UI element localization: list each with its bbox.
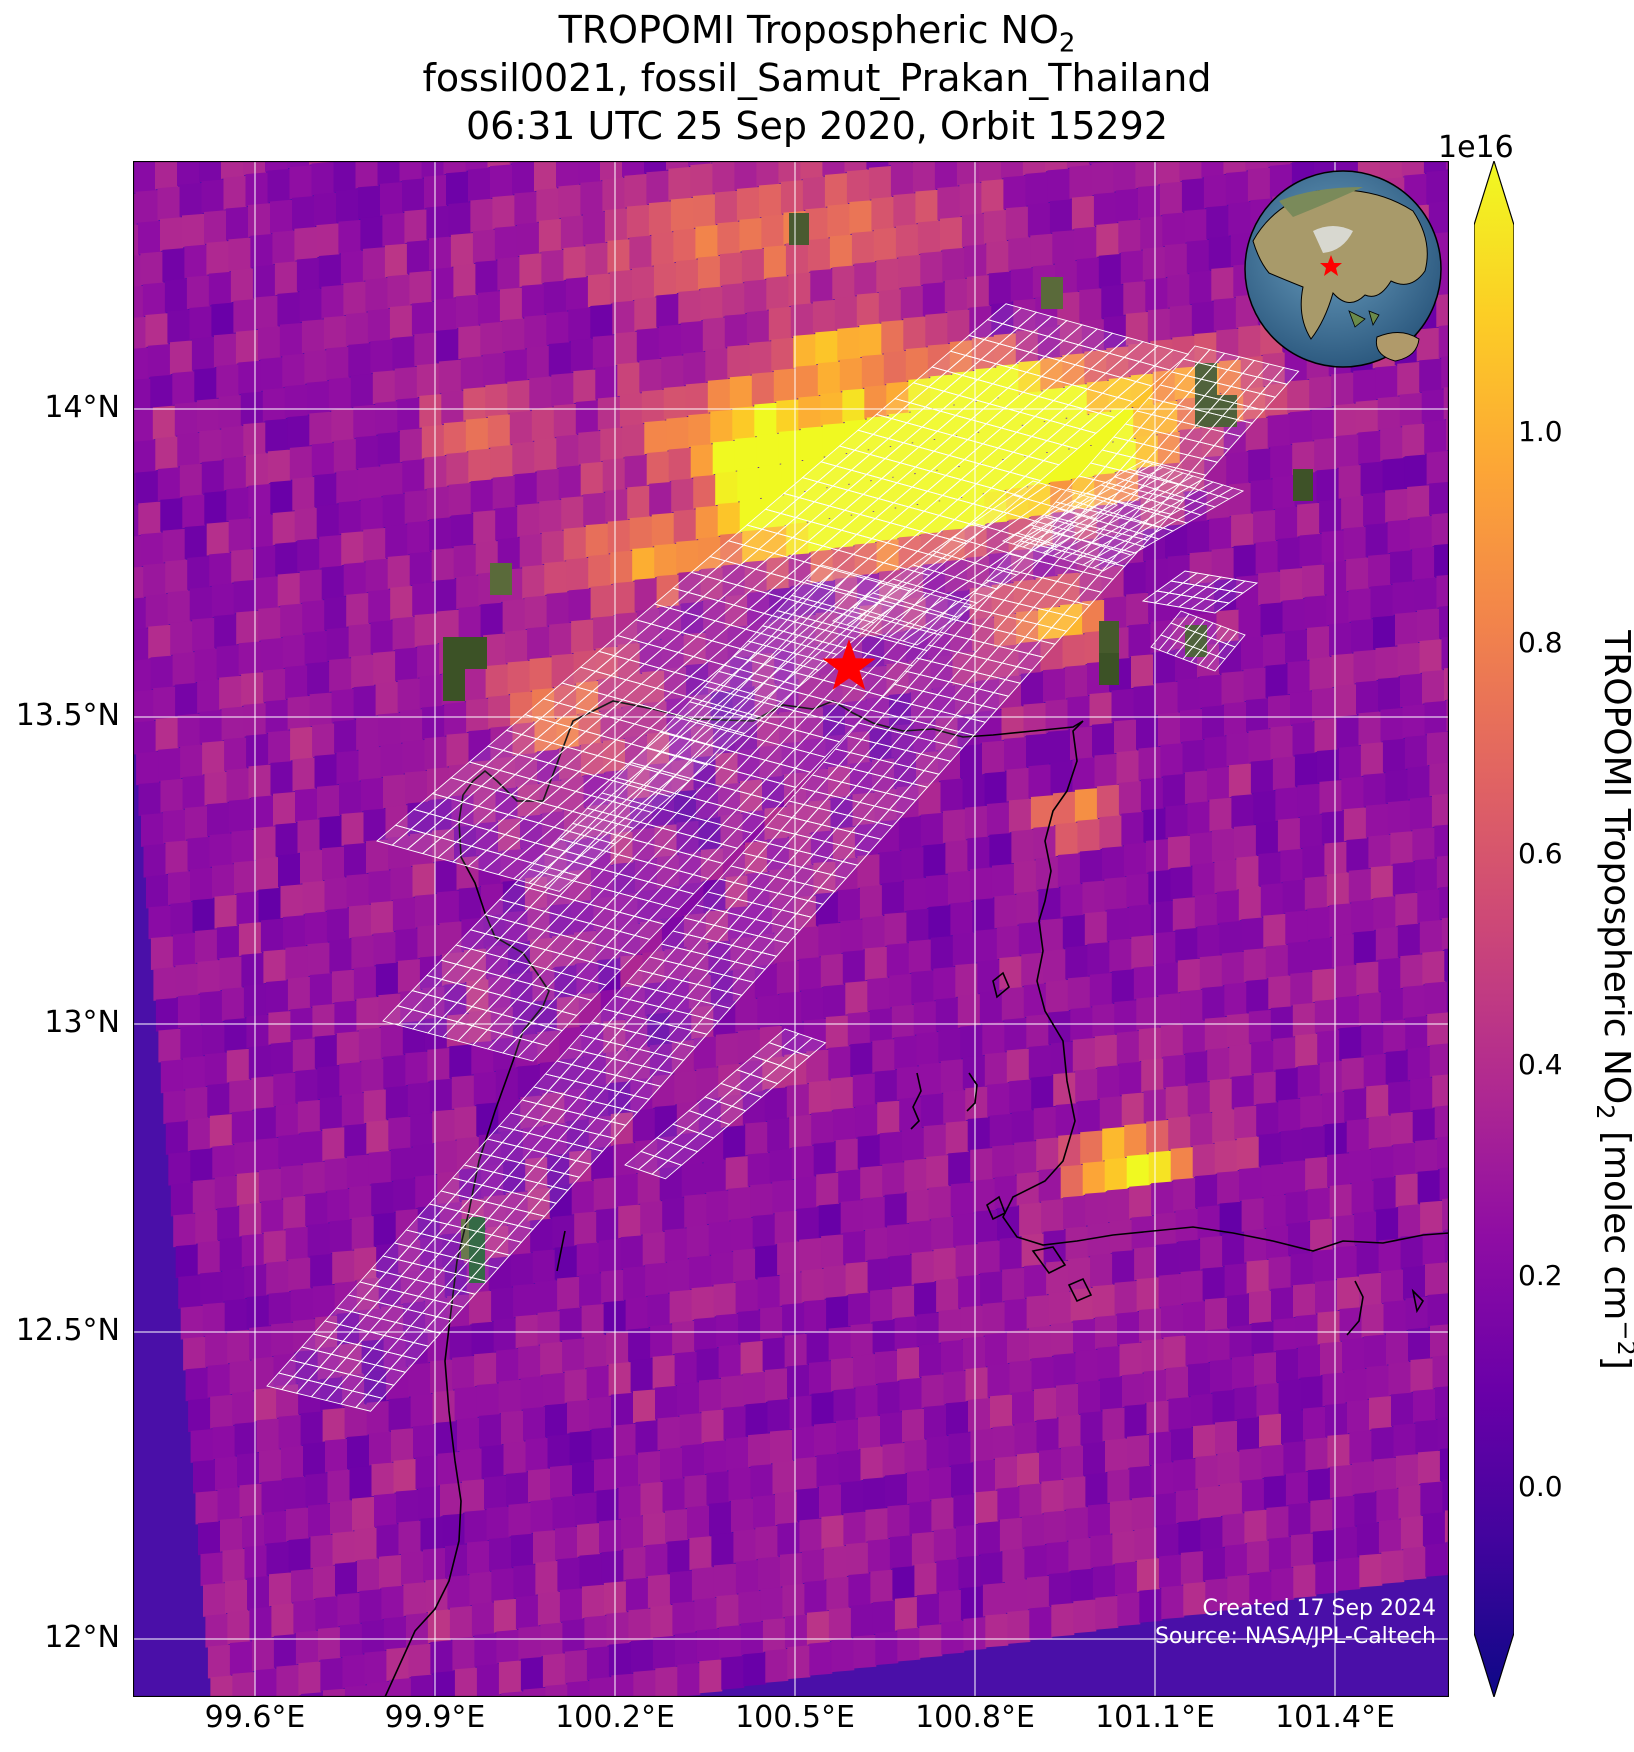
- footprint-grid: [266, 303, 1300, 1412]
- created-credit: Created 17 Sep 2024: [1202, 1596, 1437, 1621]
- footprint-strip: [376, 303, 1190, 892]
- footprint-strip: [382, 564, 972, 1062]
- lon-tick-101-1: 101.1°E: [1095, 1700, 1215, 1735]
- colorbar-tick-1-0: 1.0: [1518, 415, 1563, 448]
- footprint-strip: [624, 1028, 827, 1180]
- lat-tick-13-5: 13.5°N: [15, 698, 120, 733]
- map-title: TROPOMI Tropospheric NO2: [558, 8, 1076, 59]
- land-imagery: [443, 213, 1313, 1283]
- lon-tick-100-5: 100.5°E: [735, 1700, 855, 1735]
- site-star-icon[interactable]: [822, 639, 876, 690]
- graticule: [133, 161, 1449, 1697]
- lat-tick-14: 14°N: [44, 390, 120, 425]
- lat-tick-13: 13°N: [44, 1005, 120, 1040]
- map-frame: [133, 161, 1449, 1697]
- coastline: [384, 700, 1449, 1697]
- colorbar-tick-0-2: 0.2: [1518, 1259, 1563, 1292]
- lat-tick-12-5: 12.5°N: [15, 1313, 120, 1348]
- lon-tick-99-9: 99.9°E: [384, 1700, 486, 1735]
- source-credit: Source: NASA/JPL-Caltech: [1154, 1624, 1436, 1649]
- lon-tick-99-6: 99.6°E: [204, 1700, 306, 1735]
- colorbar-exponent: 1e16: [1438, 130, 1514, 165]
- footprint-strip: [1150, 610, 1246, 672]
- map-subtitle-site: fossil0021, fossil_Samut_Prakan_Thailand: [422, 56, 1212, 100]
- inset-globe-icon: [1244, 170, 1442, 368]
- map-subtitle-time: 06:31 UTC 25 Sep 2020, Orbit 15292: [465, 104, 1169, 148]
- lon-tick-100-2: 100.2°E: [555, 1700, 675, 1735]
- colorbar-label: TROPOMI Tropospheric NO2 [molec cm−2]: [1590, 630, 1634, 1370]
- lat-tick-12: 12°N: [44, 1620, 120, 1655]
- footprint-strip: [1001, 460, 1245, 572]
- colorbar-tick-0-8: 0.8: [1518, 626, 1563, 659]
- colorbar: [1474, 161, 1514, 1697]
- no2-map[interactable]: [133, 161, 1449, 1697]
- footprint-strip: [266, 345, 1300, 1412]
- lon-tick-100-8: 100.8°E: [915, 1700, 1035, 1735]
- colorbar-tick-0-4: 0.4: [1518, 1048, 1563, 1081]
- colorbar-tick-0-0: 0.0: [1518, 1470, 1563, 1503]
- lon-tick-101-4: 101.4°E: [1275, 1700, 1395, 1735]
- colorbar-tick-0-6: 0.6: [1518, 837, 1563, 870]
- footprint-strip: [1141, 570, 1259, 614]
